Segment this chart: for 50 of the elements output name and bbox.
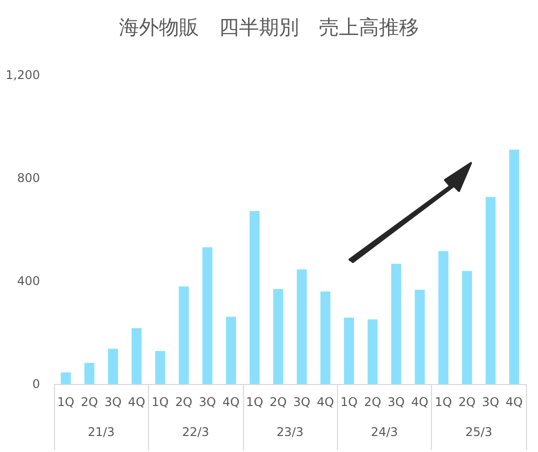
bar [84,362,94,384]
bar [509,150,520,384]
bar [486,197,496,384]
x-tick-label: 4Q [222,395,240,409]
text: 23/3 [276,425,304,439]
bar [273,288,284,384]
bar [155,351,166,384]
y-tick-label: 0 [32,377,40,391]
text: 24/3 [370,425,398,439]
text: 25/3 [465,425,492,439]
bar [296,269,307,384]
bar [320,292,330,384]
bar [462,270,472,384]
x-tick-label: 2Q [270,395,287,409]
chart-title: 海外物販 四半期別 売上高推移 [119,15,419,39]
bar [60,372,71,384]
bar [132,328,142,384]
x-tick-label: 2Q [80,395,98,409]
x-tick-label: 3Q [198,395,216,409]
x-tick-label: 2Q [364,395,382,409]
y-tick-label: 800 [17,171,40,185]
x-tick-label: 3Q [388,395,405,409]
bar [202,247,212,384]
x-tick-label: 4Q [506,395,523,409]
bar [250,210,260,384]
bar [344,318,354,384]
bar [414,290,425,384]
bar [438,251,448,384]
y-tick-label: 400 [17,274,40,288]
x-tick-label: 4Q [411,395,428,409]
bar [368,319,378,384]
x-tick-label: 2Q [175,395,192,409]
x-tick-label: 1Q [152,395,169,409]
text: 22/3 [182,425,210,439]
x-tick-label: 1Q [340,395,358,409]
bar [178,286,189,384]
bar [391,264,402,384]
x-tick-label: 1Q [246,395,264,409]
x-tick-label: 3Q [293,395,310,409]
x-tick-label: 1Q [57,395,74,409]
x-tick-label: 4Q [128,395,146,409]
x-tick-label: 3Q [104,395,122,409]
y-tick-label: 1,200 [6,68,40,82]
x-tick-label: 1Q [434,395,452,409]
bar [226,316,236,384]
x-tick-label: 2Q [458,395,476,409]
x-tick-label: 3Q [482,395,500,409]
text: 21/3 [88,425,115,439]
x-tick-label: 4Q [316,395,334,409]
bar [108,348,118,384]
